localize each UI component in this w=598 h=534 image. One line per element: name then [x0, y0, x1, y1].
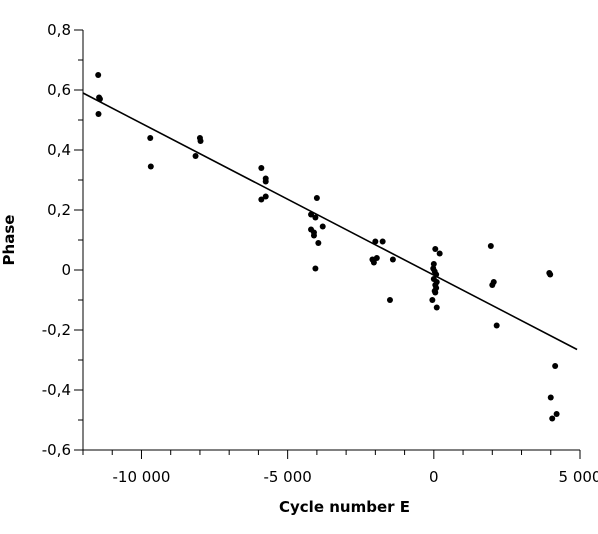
data-point: [313, 195, 320, 201]
data-point: [433, 304, 440, 311]
y-tick-label: -0,6: [42, 441, 71, 459]
y-tick-label: 0,4: [47, 141, 71, 159]
data-point: [389, 256, 396, 263]
data-point: [310, 232, 317, 239]
y-axis-title: Phase: [0, 215, 18, 266]
data-point: [386, 297, 393, 303]
data-point: [262, 178, 269, 185]
data-points: [95, 72, 560, 422]
y-tick-label: -0,4: [42, 381, 71, 399]
data-point: [315, 240, 322, 246]
data-point: [432, 289, 439, 296]
x-axis-title: Cycle number E: [279, 498, 410, 516]
y-tick-label: 0: [61, 261, 71, 279]
x-tick-label: -5 000: [263, 468, 311, 486]
data-point: [95, 72, 102, 78]
y-tick-label: 0,8: [47, 21, 71, 39]
x-tick-label: 0: [429, 468, 439, 486]
data-point: [197, 138, 204, 144]
data-point: [312, 265, 319, 272]
data-point: [373, 255, 380, 261]
data-point: [552, 363, 559, 369]
data-point: [147, 163, 154, 170]
data-point: [553, 411, 560, 417]
fit-line-group: [82, 92, 578, 351]
data-point: [430, 261, 437, 267]
data-point: [312, 214, 319, 221]
fit-line: [82, 92, 578, 351]
data-point: [262, 193, 269, 200]
data-point: [319, 223, 326, 230]
data-point: [372, 238, 379, 245]
data-point: [95, 111, 102, 117]
x-tick-label: 5 000: [559, 468, 598, 486]
data-point: [429, 297, 436, 303]
y-tick-label: 0,2: [47, 201, 71, 219]
y-tick-label: 0,6: [47, 81, 71, 99]
data-point: [493, 322, 500, 329]
data-point: [258, 165, 265, 171]
data-point: [432, 246, 439, 252]
data-point: [549, 415, 556, 422]
data-point: [192, 153, 199, 159]
data-point: [258, 196, 265, 203]
data-point: [547, 271, 554, 278]
axes: -0,6 -0,4 -0,2 0 0,2 0,4 0,6 0,8 -10 000 -5 000 0 5…: [42, 21, 598, 486]
data-point: [487, 243, 494, 249]
data-point: [436, 250, 443, 257]
data-point: [547, 394, 554, 401]
y-tick-label: -0,2: [42, 321, 71, 339]
data-point: [370, 259, 377, 266]
x-tick-label: -10 000: [113, 468, 171, 486]
data-point: [379, 238, 386, 245]
data-point: [489, 282, 496, 288]
data-point: [147, 135, 154, 141]
